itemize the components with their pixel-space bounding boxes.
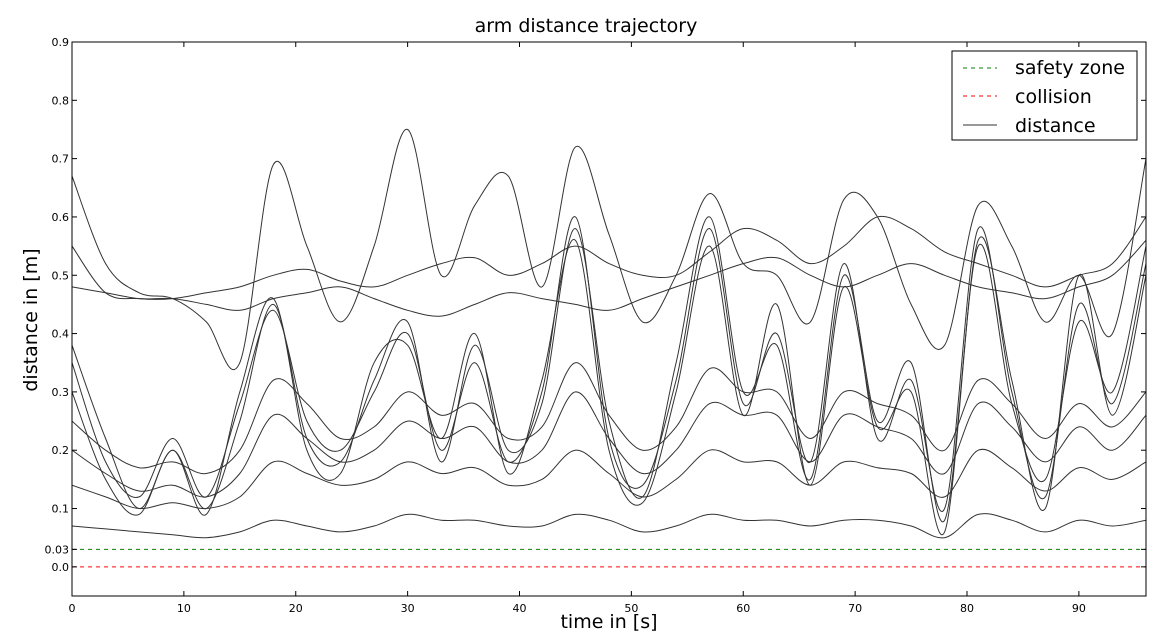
x-tick-label: 80: [960, 602, 974, 615]
y-tick-label: 0.7: [52, 153, 70, 166]
legend-label-collision: collision: [1015, 86, 1092, 108]
distance-series-10: [72, 239, 1146, 317]
x-tick-label: 0: [69, 602, 76, 615]
distance-series-9: [72, 513, 1146, 539]
distance-series-4: [72, 216, 1146, 512]
y-tick-label: 0.4: [52, 328, 70, 341]
x-axis: 0 10 20 30 40 50 60 70 80 90: [69, 42, 1086, 615]
x-tick-label: 20: [289, 602, 303, 615]
distance-series-8: [72, 448, 1146, 510]
y-tick-label: 0.5: [52, 269, 70, 282]
y-axis: 0.0 0.03 0.1 0.2 0.3 0.4 0.5 0.6 0.7 0.8 0.9: [45, 36, 1146, 574]
x-tick-label: 90: [1072, 602, 1086, 615]
plot-area: [72, 128, 1146, 568]
legend: safety zone collision distance: [951, 50, 1138, 141]
distance-series-6: [72, 362, 1146, 475]
distance-series-7: [72, 391, 1146, 498]
x-axis-title: time in [s]: [560, 611, 657, 633]
legend-label-distance: distance: [1015, 115, 1096, 137]
distance-series-1: [72, 128, 1146, 371]
distance-series-3: [72, 216, 1146, 523]
distance-series-5: [72, 236, 1146, 536]
x-tick-label: 10: [177, 602, 191, 615]
y-tick-label: 0.1: [52, 503, 70, 516]
y-tick-label: 0.03: [45, 543, 70, 556]
legend-label-safety-zone: safety zone: [1015, 57, 1125, 79]
y-axis-title: distance in [m]: [20, 248, 42, 391]
plot-frame: [71, 41, 1147, 597]
y-tick-label: 0.8: [52, 94, 70, 107]
x-tick-label: 50: [624, 602, 638, 615]
x-tick-label: 30: [401, 602, 415, 615]
y-tick-label: 0.0: [52, 561, 70, 574]
y-tick-label: 0.6: [52, 211, 70, 224]
y-tick-label: 0.9: [52, 36, 70, 49]
x-tick-label: 70: [848, 602, 862, 615]
distance-series-2: [72, 215, 1146, 300]
chart-title: arm distance trajectory: [475, 15, 698, 37]
y-tick-label: 0.3: [52, 386, 70, 399]
y-tick-label: 0.2: [52, 444, 70, 457]
x-tick-label: 40: [513, 602, 527, 615]
x-tick-label: 60: [736, 602, 750, 615]
